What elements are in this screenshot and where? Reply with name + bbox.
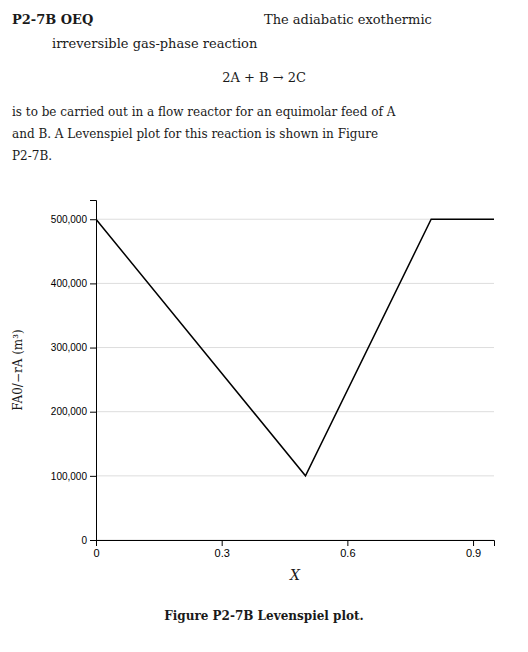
grid-line: [96, 411, 494, 412]
plot-area: 0 0.3 0.6 0.9 0 100,000 200,000 300,000 400,000 5…: [11, 201, 495, 584]
y-tick-label: 500,000: [51, 214, 88, 225]
y-tick: 500,000: [51, 214, 96, 225]
y-axis-label: FA0/−rA (m³): [11, 329, 25, 410]
data-line: [96, 219, 494, 476]
y-tick-label: 400,000: [51, 278, 88, 289]
annotation: and B. A Levenspiel plot for this reacti…: [12, 127, 378, 141]
y-tick: 200,000: [51, 406, 96, 417]
x-tick: 0: [93, 540, 99, 559]
grid-line: [96, 347, 494, 348]
y-tick-mark: [90, 348, 96, 349]
x-tick-label: 0: [93, 547, 99, 559]
annotation: 2A + B → 2C: [222, 70, 306, 85]
x-axis: 0 0.3 0.6 0.9: [93, 540, 494, 559]
chart: P2-7B OEQ The adiabatic exothermic irrever…: [0, 0, 528, 652]
annotation: P2-7B.: [12, 149, 52, 163]
y-tick-mark: [90, 412, 96, 413]
x-tick: 0.9: [466, 540, 481, 559]
x-tick-mark: [222, 540, 223, 546]
x-tick: 0.6: [340, 540, 355, 559]
y-tick-label: 0: [81, 535, 87, 546]
y-tick-mark: [90, 476, 96, 477]
x-tick-mark: [473, 540, 474, 546]
x-tick-label: 0.6: [340, 547, 355, 559]
grid-line: [96, 283, 494, 284]
title: P2-7B OEQ: [12, 12, 93, 27]
x-tick-label: 0.3: [215, 547, 230, 559]
annotation: is to be carried out in a flow reactor f…: [12, 105, 396, 119]
y-axis-line: [90, 201, 97, 541]
grid: [96, 219, 494, 540]
caption: Figure P2-7B Levenspiel plot.: [164, 609, 364, 623]
y-tick-label: 200,000: [51, 406, 88, 417]
annotation: irreversible gas-phase reaction: [52, 36, 258, 51]
x-tick-label: 0.9: [466, 547, 481, 559]
y-tick-mark: [90, 540, 96, 541]
y-tick: 0: [81, 535, 96, 546]
x-tick: 0.3: [215, 540, 230, 559]
x-axis-label: X: [289, 567, 301, 583]
y-tick: 300,000: [51, 342, 96, 353]
y-tick: 400,000: [51, 278, 96, 289]
annotation: The adiabatic exothermic: [264, 12, 432, 27]
y-axis: 0 100,000 200,000 300,000 400,000 500,000: [51, 201, 97, 546]
x-tick-mark: [347, 540, 348, 546]
y-tick-mark: [90, 219, 96, 220]
grid-line: [96, 475, 494, 476]
x-axis-line: [97, 541, 495, 547]
y-tick-mark: [90, 283, 96, 284]
marks: [96, 219, 494, 476]
y-tick-label: 300,000: [51, 342, 88, 353]
y-tick: 100,000: [51, 471, 96, 482]
y-tick-label: 100,000: [51, 471, 88, 482]
